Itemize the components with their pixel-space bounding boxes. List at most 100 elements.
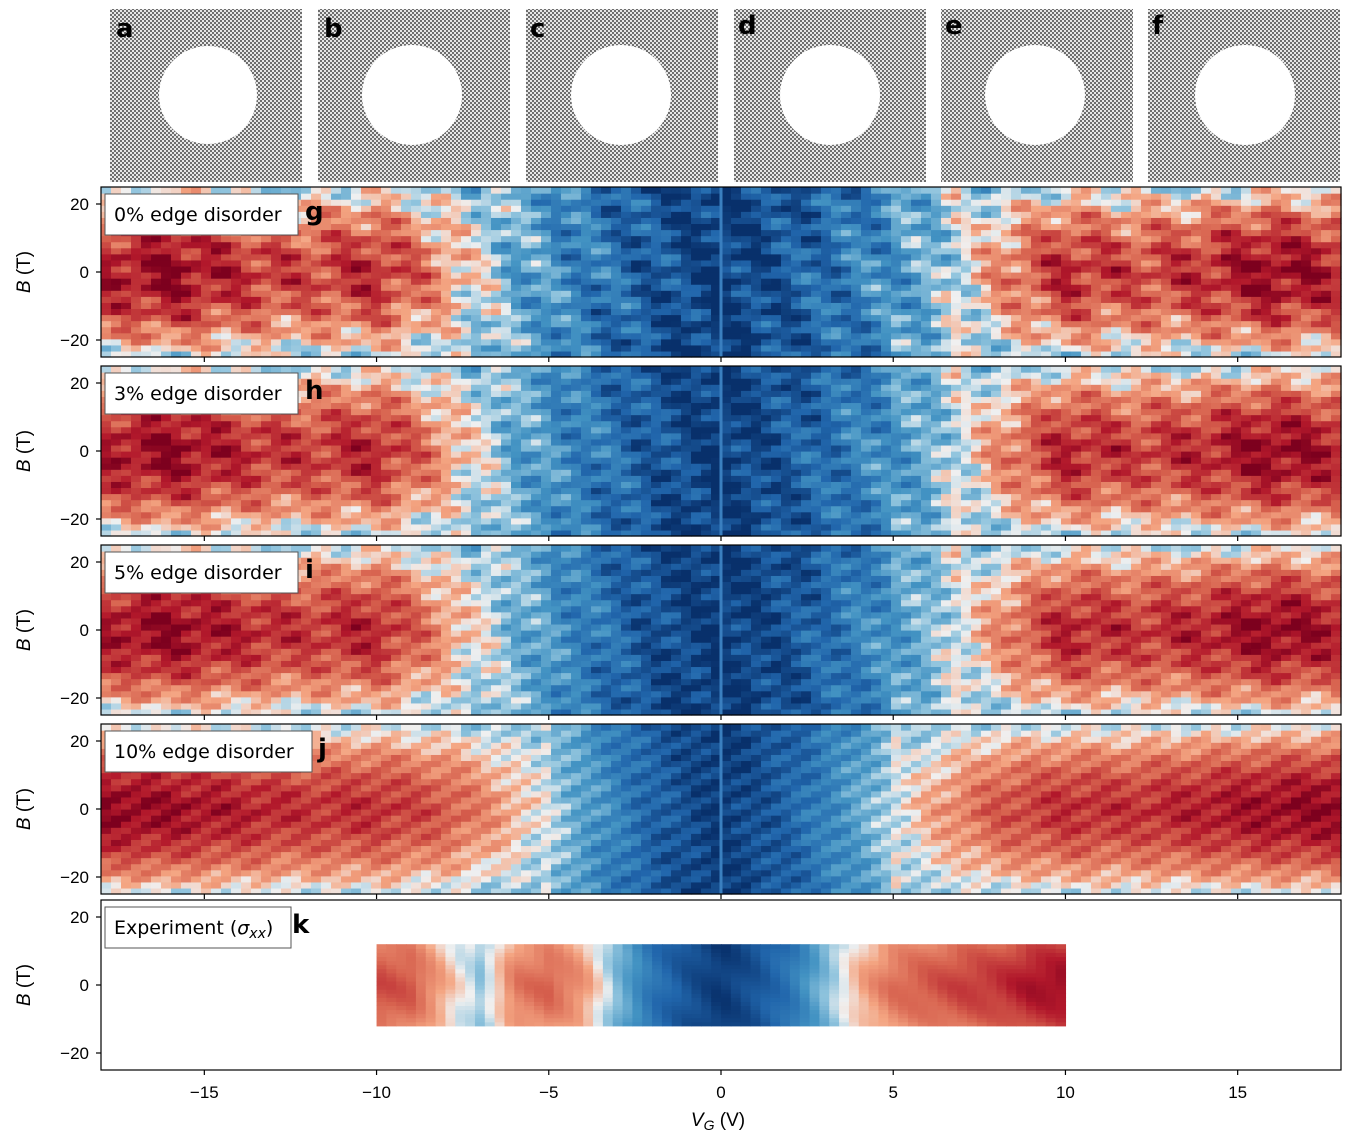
heatmap-cell <box>181 500 192 507</box>
heatmap-cell <box>1301 321 1312 328</box>
heatmap-cell <box>1251 315 1262 322</box>
heatmap-cell <box>841 199 852 206</box>
heatmap-cell <box>701 193 712 200</box>
heatmap-cell <box>391 333 402 340</box>
heatmap-cell <box>491 339 502 346</box>
heatmap-cell <box>451 378 462 385</box>
heatmap-cell <box>841 205 852 212</box>
heatmap-cell <box>761 339 772 346</box>
heatmap-cell <box>191 457 202 464</box>
heatmap-cell <box>611 457 622 464</box>
heatmap-cell <box>151 266 162 273</box>
heatmap-cell <box>261 463 272 470</box>
heatmap-cell <box>561 396 572 403</box>
heatmap-cell <box>941 327 952 334</box>
heatmap-cell <box>691 321 702 328</box>
heatmap-cell <box>121 308 132 315</box>
heatmap-cell <box>741 242 752 249</box>
heatmap-cell <box>661 321 672 328</box>
heatmap-cell <box>591 475 602 482</box>
heatmap-cell <box>471 409 482 416</box>
heatmap-cell <box>1281 308 1292 315</box>
heatmap-cell <box>1011 339 1022 346</box>
heatmap-cell <box>191 451 202 458</box>
heatmap-cell <box>301 469 312 476</box>
heatmap-cell <box>1101 242 1112 249</box>
heatmap-cell <box>1041 254 1052 261</box>
heatmap-cell <box>741 199 752 206</box>
heatmap-cell <box>121 506 132 513</box>
heatmap-cell <box>101 366 112 373</box>
heatmap-cell <box>421 469 432 476</box>
heatmap-cell <box>391 199 402 206</box>
heatmap-cell <box>601 384 612 391</box>
heatmap-cell <box>781 272 792 279</box>
heatmap-cell <box>1041 199 1052 206</box>
heatmap-cell <box>101 439 112 446</box>
heatmap-cell <box>411 439 422 446</box>
heatmap-cell <box>1071 278 1082 285</box>
heatmap-cell <box>1021 333 1032 340</box>
heatmap-cell <box>811 278 822 285</box>
heatmap-cell <box>1001 236 1012 243</box>
heatmap-cell <box>501 421 512 428</box>
heatmap-cell <box>211 433 222 440</box>
heatmap-cell <box>581 451 592 458</box>
heatmap-cell <box>1261 193 1272 200</box>
heatmap-cell <box>511 193 522 200</box>
heatmap-cell <box>741 254 752 261</box>
heatmap-cell <box>441 272 452 279</box>
heatmap-cell <box>1211 242 1222 249</box>
heatmap-cell <box>761 242 772 249</box>
heatmap-cell <box>1071 327 1082 334</box>
heatmap-cell <box>251 236 262 243</box>
heatmap-cell <box>671 260 682 267</box>
heatmap-cell <box>381 217 392 224</box>
heatmap-cell <box>1221 254 1232 261</box>
heatmap-cell <box>1011 302 1022 309</box>
heatmap-cell <box>621 494 632 501</box>
heatmap-cell <box>1251 211 1262 218</box>
heatmap-cell <box>751 266 762 273</box>
heatmap-cell <box>1291 223 1302 230</box>
heatmap-cell <box>511 481 522 488</box>
heatmap-cell <box>1091 242 1102 249</box>
heatmap-cell <box>101 236 112 243</box>
heatmap-cell <box>431 463 442 470</box>
heatmap-cell <box>1101 260 1112 267</box>
heatmap-cell <box>1101 199 1112 206</box>
heatmap-cell <box>1011 290 1022 297</box>
heatmap-cell <box>1091 199 1102 206</box>
heatmap-cell <box>591 421 602 428</box>
heatmap-cell <box>531 272 542 279</box>
heatmap-cell <box>1301 193 1312 200</box>
heatmap-cell <box>321 260 332 267</box>
heatmap-cell <box>141 451 152 458</box>
heatmap-cell <box>101 487 112 494</box>
heatmap-cell <box>371 333 382 340</box>
heatmap-cell <box>521 366 532 373</box>
heatmap-cell <box>171 302 182 309</box>
heatmap-cell <box>121 333 132 340</box>
heatmap-cell <box>531 205 542 212</box>
heatmap-cell <box>791 236 802 243</box>
heatmap-cell <box>411 506 422 513</box>
heatmap-cell <box>731 302 742 309</box>
heatmap-cell <box>391 315 402 322</box>
heatmap-cell <box>991 242 1002 249</box>
heatmap-cell <box>201 451 212 458</box>
heatmap-cell <box>981 321 992 328</box>
heatmap-cell <box>591 217 602 224</box>
heatmap-cell <box>391 345 402 352</box>
heatmap-cell <box>201 366 212 373</box>
heatmap-cell <box>771 266 782 273</box>
heatmap-cell <box>121 260 132 267</box>
heatmap-cell <box>1311 308 1322 315</box>
heatmap-cell <box>861 187 872 194</box>
heatmap-cell <box>291 254 302 261</box>
heatmap-cell <box>1221 260 1232 267</box>
heatmap-cell <box>871 272 882 279</box>
heatmap-cell <box>561 494 572 501</box>
heatmap-cell <box>961 217 972 224</box>
heatmap-cell <box>451 315 462 322</box>
